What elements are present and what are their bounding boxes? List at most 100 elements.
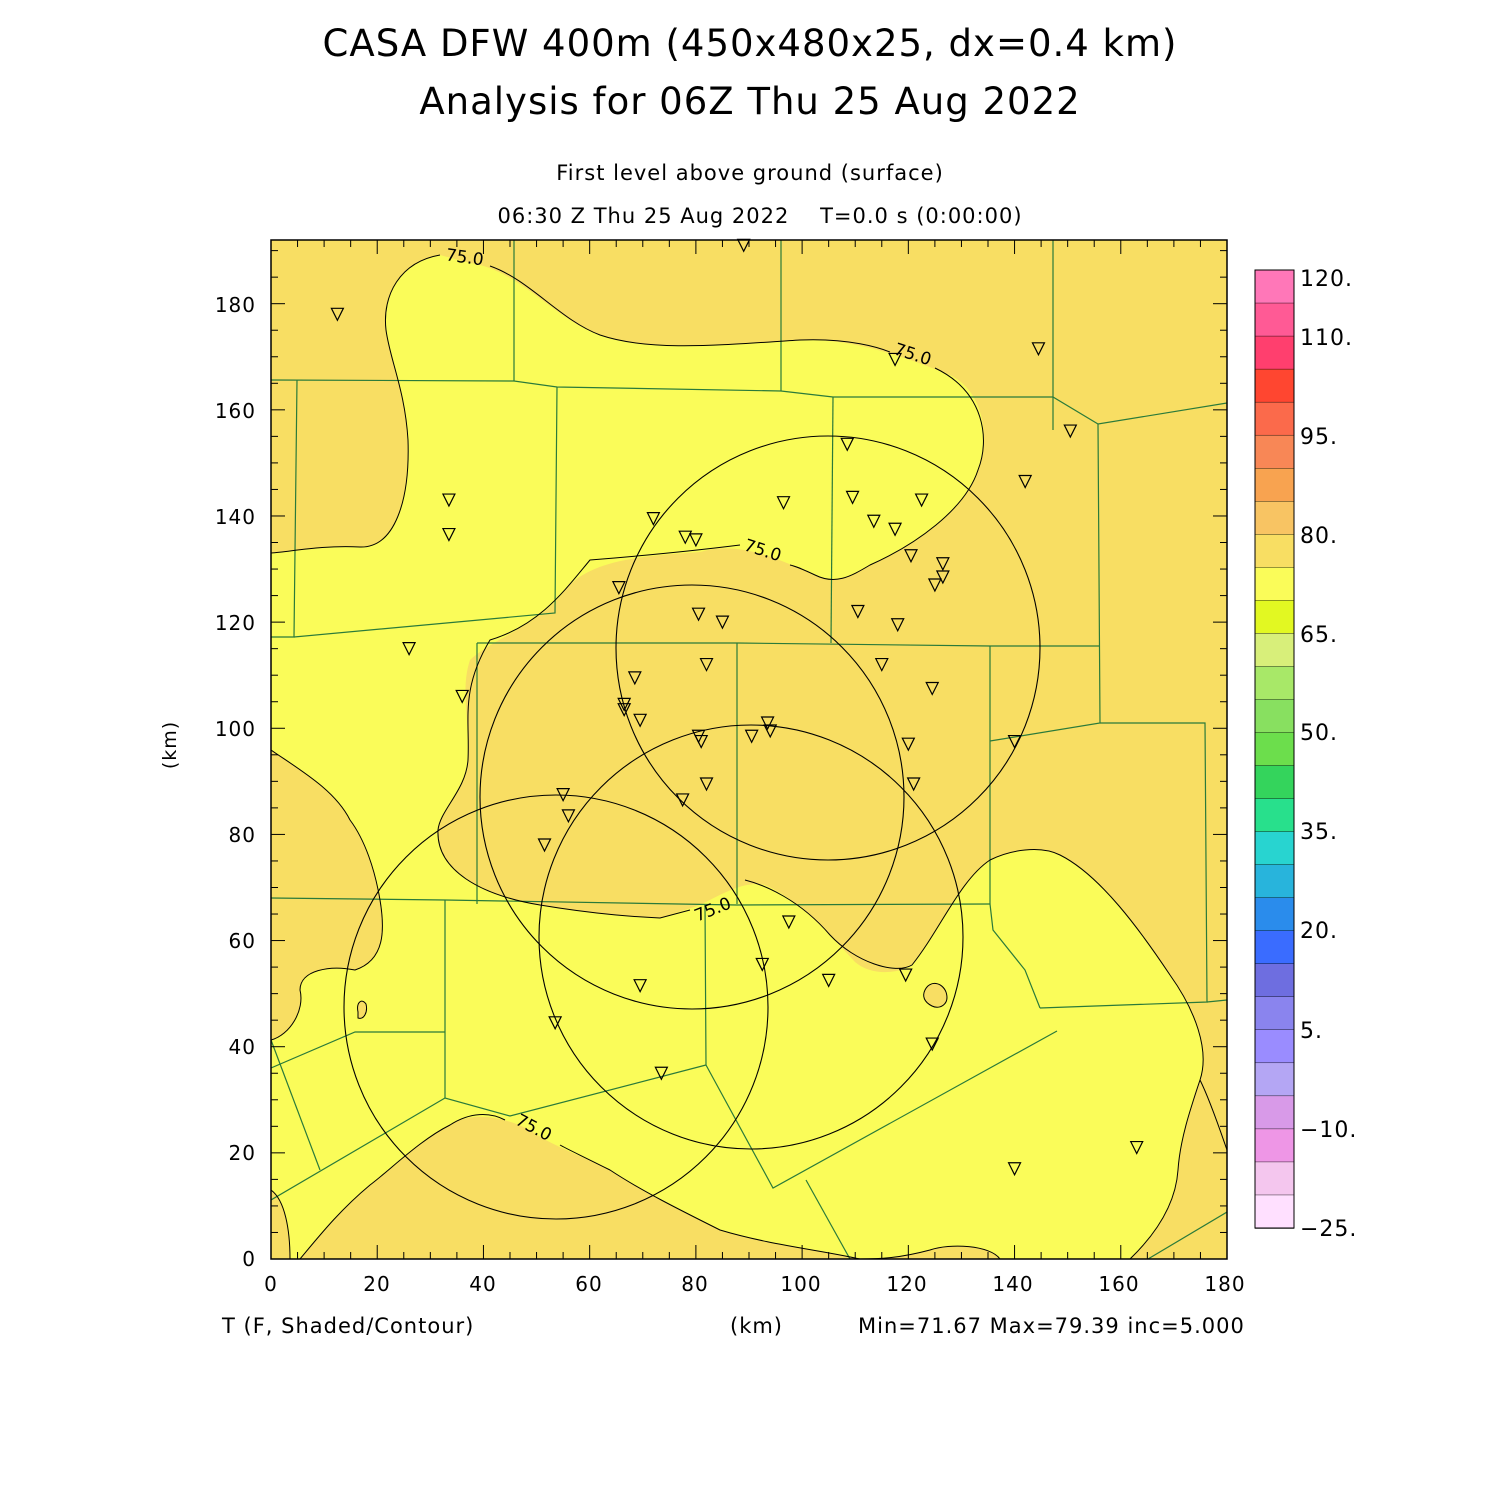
x-tick-label: 160 [1098,1272,1139,1296]
colorbar-swatch [1254,963,1295,998]
colorbar-swatch [1254,633,1295,668]
y-tick-label: 80 [229,823,256,847]
x-axis-label: (km) [730,1314,784,1338]
colorbar-label: 80. [1300,524,1338,549]
station-marker [1129,1140,1144,1155]
colorbar-label: 65. [1300,623,1338,648]
colorbar-frame [1254,269,1295,1229]
station-marker [906,777,921,792]
colorbar-swatch [1254,269,1295,304]
station-marker [866,514,881,529]
range-ring-ne [615,435,1041,861]
y-tick-label: 20 [229,1141,256,1165]
range-ring-se [538,724,964,1150]
station-markers [330,238,1144,1177]
colorbar-swatch [1254,699,1295,734]
colorbar-label: 20. [1300,919,1338,944]
station-marker [691,607,706,622]
x-tick-label: 60 [575,1272,602,1296]
station-marker [556,788,571,802]
colorbar-swatch [1254,501,1295,535]
colorbar-swatch [1254,468,1295,502]
model-time: T=0.0 s (0:00:00) [820,204,1023,228]
station-marker [898,968,913,983]
station-marker [744,729,759,744]
station-marker [617,697,632,712]
x-tick-label: 0 [264,1272,278,1296]
county-lines [271,240,1227,1259]
station-marker [763,724,778,739]
valid-time: 06:30 Z Thu 25 Aug 2022 [497,204,790,228]
colorbar-swatch [1254,534,1295,569]
station-marker [888,522,903,537]
x-tick-label: 100 [780,1272,821,1296]
warm-island-small-2 [923,983,947,1008]
y-tick-label: 100 [215,717,256,741]
colorbar [1254,269,1295,1229]
colorbar-label: 120. [1300,267,1353,292]
station-marker [914,493,929,508]
station-marker [935,570,950,585]
station-marker [402,642,417,657]
station-marker [675,793,690,808]
range-ring-center [479,584,905,1010]
station-marker [850,604,865,619]
station-marker [699,657,714,672]
station-marker [904,549,918,564]
station-marker [925,681,940,696]
colorbar-label: 110. [1300,326,1353,351]
colorbar-swatch [1254,1194,1295,1229]
axis-ticks [270,240,1228,1260]
station-marker [330,307,345,322]
radar-range-rings [343,435,1041,1220]
colorbar-swatch [1254,996,1295,1031]
colorbar-swatch [1254,434,1295,469]
colorbar-swatch [1254,1128,1295,1163]
station-marker [694,734,709,749]
station-marker [845,490,860,505]
shaded-field [271,240,1227,1259]
station-marker [699,777,714,792]
cool-region-main [271,255,1204,1259]
colorbar-swatch [1254,567,1295,602]
station-marker [888,352,903,367]
y-tick-label: 160 [215,399,256,423]
station-marker [840,437,855,452]
colorbar-swatch [1254,732,1295,767]
warm-island-small-1 [357,1001,367,1019]
colorbar-labels: 120. 110. 95. 80. 65. 50. 35. 20. 5. −10… [1300,267,1356,1242]
station-marker [688,533,703,548]
station-marker [633,979,648,994]
station-marker [548,1016,563,1031]
y-tick-label: 40 [229,1035,256,1059]
station-marker [776,496,791,511]
colorbar-swatch [1254,765,1295,800]
station-marker [1018,474,1033,489]
station-marker [617,703,632,718]
station-marker [654,1066,669,1081]
colorbar-label: 95. [1300,425,1338,450]
station-marker [715,615,730,630]
colorbar-label: 50. [1300,721,1338,746]
station-marker [627,671,642,686]
station-marker [925,1037,940,1052]
level-label: First level above ground (surface) [556,161,944,185]
colorbar-swatch [1254,1161,1295,1196]
colorbar-swatch [1254,1095,1295,1130]
valid-time-line: 06:30 Z Thu 25 Aug 2022 T=0.0 s (0:00:00… [10,204,1500,228]
station-marker [1031,342,1046,357]
x-tick-label: 120 [886,1272,927,1296]
map-title: CASA DFW 400m (450x480x25, dx=0.4 km) [322,22,1178,65]
colorbar-swatch [1254,666,1295,701]
colorbar-swatch [1254,864,1295,899]
x-tick-label: 40 [469,1272,496,1296]
colorbar-swatch [1254,600,1295,635]
station-marker [1007,1162,1022,1177]
x-tick-label: 20 [363,1272,390,1296]
x-tick-label: 180 [1204,1272,1245,1296]
station-marker [760,716,775,731]
colorbar-swatch [1254,897,1295,932]
colorbar-swatch [1254,302,1295,337]
station-marker [633,713,648,728]
